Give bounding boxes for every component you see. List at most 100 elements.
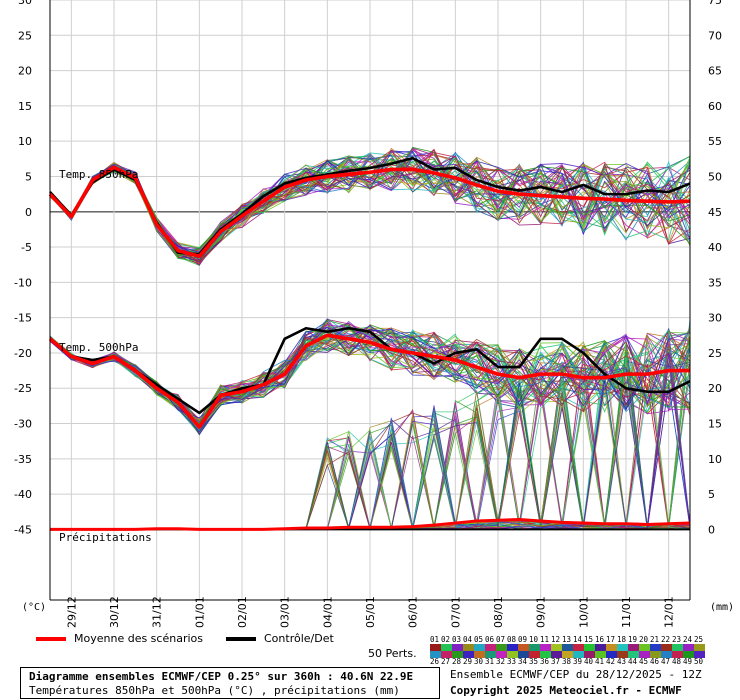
pert-number: 06 — [485, 635, 495, 644]
chart-title: Diagramme ensembles ECMWF/CEP 0.25° sur … — [29, 670, 414, 683]
right-tick-label: 25 — [708, 347, 722, 360]
pert-number: 31 — [485, 657, 495, 666]
pert-color-cell — [551, 651, 562, 658]
pert-number: 11 — [540, 635, 550, 644]
legend-control-swatch — [226, 637, 256, 641]
left-tick-label: 15 — [18, 100, 32, 113]
pert-number: 46 — [650, 657, 660, 666]
pert-number: 42 — [606, 657, 616, 666]
pert-number: 17 — [606, 635, 616, 644]
left-tick-label: 0 — [25, 206, 32, 219]
pert-line-t500 — [49, 324, 691, 432]
pert-color-cell — [441, 644, 452, 651]
pert-color-cell — [628, 644, 639, 651]
x-tick-label: 11/01 — [620, 596, 633, 628]
x-tick-label: 05/01 — [364, 596, 377, 628]
pert-color-cell — [650, 651, 661, 658]
pert-color-cell — [496, 644, 507, 651]
right-tick-label: 70 — [708, 29, 722, 42]
pert-color-cell — [617, 651, 628, 658]
x-tick-label: 07/01 — [449, 596, 462, 628]
pert-number: 22 — [661, 635, 671, 644]
right-tick-label: 65 — [708, 65, 722, 78]
pert-color-cell — [672, 651, 683, 658]
pert-color-cell — [650, 644, 661, 651]
left-tick-label: -40 — [14, 488, 32, 501]
pert-color-cell — [672, 644, 683, 651]
pert-color-cell — [474, 651, 485, 658]
pert-number: 28 — [452, 657, 462, 666]
right-tick-label: 20 — [708, 382, 722, 395]
pert-number: 40 — [584, 657, 594, 666]
x-tick-label: 09/01 — [535, 596, 548, 628]
pert-color-cell — [562, 644, 573, 651]
pert-color-cell — [529, 644, 540, 651]
pert-number: 02 — [441, 635, 451, 644]
pert-number: 07 — [496, 635, 506, 644]
pert-color-cell — [485, 644, 496, 651]
pert-number: 41 — [595, 657, 605, 666]
pert-color-cell — [595, 651, 606, 658]
chart-grid — [50, 0, 690, 600]
x-tick-label: 29/12 — [65, 596, 78, 628]
pert-color-cell — [562, 651, 573, 658]
pert-color-cell — [573, 651, 584, 658]
legend-perts-label: 50 Perts. — [368, 647, 417, 660]
legend-mean-label: Moyenne des scénarios — [74, 632, 203, 645]
pert-number: 15 — [584, 635, 594, 644]
left-tick-label: -15 — [14, 312, 32, 325]
pert-number: 49 — [683, 657, 693, 666]
x-tick-label: 03/01 — [279, 596, 292, 628]
pert-number: 34 — [518, 657, 528, 666]
pert-number: 36 — [540, 657, 550, 666]
pert-color-cell — [485, 651, 496, 658]
pert-color-cell — [584, 644, 595, 651]
pert-color-cell — [694, 644, 705, 651]
pert-color-cell — [452, 651, 463, 658]
pert-color-cell — [496, 651, 507, 658]
x-tick-label: 04/01 — [321, 596, 334, 628]
right-tick-label: 30 — [708, 312, 722, 325]
label-t850: Temp. 850hPa — [59, 168, 138, 181]
right-axis-unit: (mm) — [710, 602, 734, 613]
pert-number: 38 — [562, 657, 572, 666]
pert-number: 01 — [430, 635, 440, 644]
pert-number: 21 — [650, 635, 660, 644]
main-series — [48, 156, 691, 531]
chart-labels: Temp. 850hPa Temp. 500hPa Précipitations — [59, 168, 152, 544]
pert-color-cell — [595, 644, 606, 651]
pert-color-cell — [441, 651, 452, 658]
pert-number: 26 — [430, 657, 440, 666]
pert-color-cell — [683, 651, 694, 658]
pert-number: 44 — [628, 657, 638, 666]
pert-number: 03 — [452, 635, 462, 644]
right-tick-label: 10 — [708, 453, 722, 466]
pert-color-cell — [573, 644, 584, 651]
run-info: Ensemble ECMWF/CEP du 28/12/2025 - 12Z — [450, 668, 702, 681]
pert-number: 09 — [518, 635, 528, 644]
pert-line-t850 — [49, 152, 691, 256]
pert-color-cell — [639, 644, 650, 651]
pert-color-cell — [683, 644, 694, 651]
pert-color-cell — [507, 651, 518, 658]
left-tick-label: -20 — [14, 347, 32, 360]
right-tick-label: 40 — [708, 241, 722, 254]
legend-mean: Moyenne des scénarios — [36, 632, 203, 645]
pert-color-cell — [529, 651, 540, 658]
pert-color-cell — [661, 644, 672, 651]
x-tick-label: 06/01 — [407, 596, 420, 628]
pert-number: 14 — [573, 635, 583, 644]
x-tick-label: 30/12 — [108, 596, 121, 628]
pert-color-cell — [606, 644, 617, 651]
pert-number: 48 — [672, 657, 682, 666]
pert-color-cell — [518, 651, 529, 658]
pert-number: 39 — [573, 657, 583, 666]
pert-number: 37 — [551, 657, 561, 666]
pert-color-cell — [628, 651, 639, 658]
pert-color-cell — [463, 644, 474, 651]
pert-number: 33 — [507, 657, 517, 666]
pert-line-t850 — [49, 149, 691, 257]
pert-color-cell — [617, 644, 628, 651]
left-tick-label: 10 — [18, 135, 32, 148]
legend-control-label: Contrôle/Det — [264, 632, 334, 645]
